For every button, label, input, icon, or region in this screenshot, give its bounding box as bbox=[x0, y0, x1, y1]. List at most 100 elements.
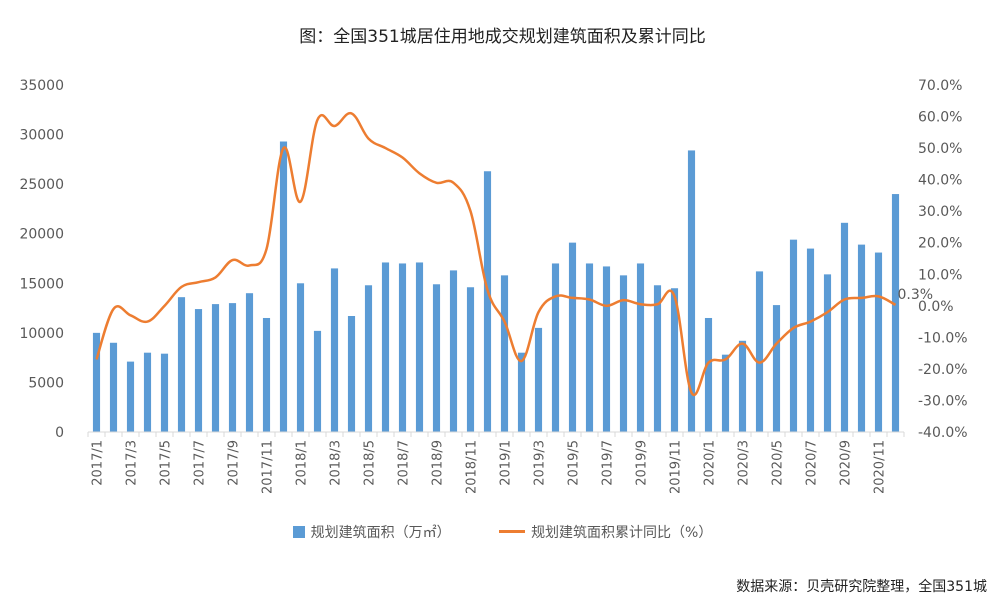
x-tick-label: 2020/7 bbox=[805, 440, 820, 486]
bar-2020/5 bbox=[772, 305, 781, 432]
bar-2017/3 bbox=[126, 361, 135, 432]
bar-2017/12 bbox=[279, 141, 288, 433]
legend-bar-swatch bbox=[292, 526, 305, 538]
left-tick-label: 15000 bbox=[19, 276, 64, 292]
legend-item-line: 规划建筑面积累计同比（%） bbox=[499, 522, 712, 542]
bar-2019/7 bbox=[602, 266, 611, 432]
x-tick-label: 2017/3 bbox=[125, 440, 140, 486]
right-tick-label: -40.0% bbox=[918, 425, 968, 441]
x-tick-label: 2020/11 bbox=[873, 440, 888, 494]
x-tick-label: 2018/5 bbox=[363, 440, 378, 486]
left-tick-label: 30000 bbox=[19, 128, 64, 144]
right-tick-label: -20.0% bbox=[918, 362, 968, 378]
bar-2018/8 bbox=[415, 262, 424, 432]
bar-2020/1 bbox=[704, 317, 713, 432]
chart-title: 图：全国351城居住用地成交规划建筑面积及累计同比 bbox=[299, 27, 706, 47]
bar-2019/12 bbox=[687, 150, 696, 433]
right-tick-label: 40.0% bbox=[918, 173, 962, 189]
bar-2017/1 bbox=[92, 332, 101, 432]
bar-2019/8 bbox=[619, 275, 628, 432]
bar-2019/6 bbox=[585, 263, 594, 432]
right-tick-label: -10.0% bbox=[918, 330, 968, 346]
right-tick-label: 30.0% bbox=[918, 204, 962, 220]
bar-2017/10 bbox=[245, 293, 254, 432]
bar-2020/9 bbox=[840, 222, 849, 432]
combo-chart: 0 5000 10000 15000 20000 25000 30000 35000 -40.… bbox=[19, 78, 968, 494]
bar-2018/3 bbox=[330, 268, 339, 432]
source-note: 数据来源：贝壳研究院整理，全国351城 bbox=[736, 579, 987, 595]
bar-2017/6 bbox=[177, 297, 186, 432]
left-tick-label: 35000 bbox=[19, 78, 64, 94]
bar-2018/5 bbox=[364, 285, 373, 432]
bar-2020/2 bbox=[721, 354, 730, 432]
right-axis-ticks: -40.0% -30.0% -20.0% -10.0% 0.0% 10.0% 20.0% 30… bbox=[918, 78, 968, 441]
x-tick-label: 2017/5 bbox=[159, 440, 174, 486]
x-tick-label: 2017/1 bbox=[91, 440, 106, 486]
bar-2017/9 bbox=[228, 303, 237, 432]
bar-2017/5 bbox=[160, 353, 169, 432]
bar-2019/5 bbox=[568, 242, 577, 432]
x-tick-label: 2017/9 bbox=[227, 440, 242, 486]
right-tick-label: 50.0% bbox=[918, 141, 962, 157]
bar-2017/2 bbox=[109, 342, 118, 432]
left-tick-label: 10000 bbox=[19, 326, 64, 342]
bar-2019/1 bbox=[500, 275, 509, 432]
left-tick-label: 25000 bbox=[19, 177, 64, 193]
left-tick-label: 0 bbox=[55, 425, 64, 441]
bar-2017/4 bbox=[143, 352, 152, 432]
bar-2019/3 bbox=[534, 327, 543, 432]
x-tick-label: 2019/5 bbox=[567, 440, 582, 486]
x-tick-label: 2017/7 bbox=[193, 440, 208, 486]
x-tick-label: 2018/11 bbox=[465, 440, 480, 494]
x-tick-label: 2020/1 bbox=[703, 440, 718, 486]
bar-2020/7 bbox=[806, 248, 815, 432]
x-axis-ticks: 2017/1 2017/3 2017/5 2017/7 2017/9 2017/11 201… bbox=[91, 440, 888, 494]
legend-line-swatch bbox=[499, 530, 526, 533]
x-tick-label: 2019/1 bbox=[499, 440, 514, 486]
left-tick-label: 20000 bbox=[19, 227, 64, 243]
last-point-label: 0.3% bbox=[898, 287, 934, 303]
line-series bbox=[95, 111, 897, 397]
left-axis-ticks: 0 5000 10000 15000 20000 25000 30000 35000 bbox=[19, 78, 64, 441]
right-tick-label: -30.0% bbox=[918, 393, 968, 409]
right-tick-label: 0.0% bbox=[918, 299, 954, 315]
x-tick-label: 2019/7 bbox=[601, 440, 616, 486]
bar-2018/12 bbox=[483, 171, 492, 433]
bar-2020/12 bbox=[891, 194, 900, 432]
x-tick-label: 2020/3 bbox=[737, 440, 752, 486]
x-tick-label: 2020/9 bbox=[839, 440, 854, 486]
legend-line-label: 规划建筑面积累计同比（%） bbox=[531, 525, 713, 541]
right-tick-label: 10.0% bbox=[918, 267, 962, 283]
x-tick-label: 2019/11 bbox=[669, 440, 684, 494]
legend-bar-label: 规划建筑面积（万㎡） bbox=[310, 525, 451, 541]
bar-2017/11 bbox=[262, 317, 271, 432]
bar-2020/3 bbox=[738, 340, 747, 432]
right-tick-label: 70.0% bbox=[918, 78, 962, 94]
bar-2020/10 bbox=[857, 244, 866, 432]
legend: 规划建筑面积（万㎡） 规划建筑面积累计同比（%） bbox=[0, 522, 1005, 542]
bar-2018/9 bbox=[432, 284, 441, 432]
x-tick-label: 2018/9 bbox=[431, 440, 446, 486]
x-tick-label: 2017/11 bbox=[261, 440, 276, 494]
bar-2019/4 bbox=[551, 263, 560, 432]
x-tick-label: 2019/9 bbox=[635, 440, 650, 486]
cumulative-yoy-line bbox=[95, 111, 897, 397]
left-tick-label: 5000 bbox=[28, 375, 64, 391]
x-tick-label: 2019/3 bbox=[533, 440, 548, 486]
bar-series bbox=[92, 141, 900, 433]
x-tick-label: 2018/7 bbox=[397, 440, 412, 486]
bar-2019/9 bbox=[636, 263, 645, 432]
bar-2020/4 bbox=[755, 271, 764, 432]
annotations: 0.3% bbox=[898, 287, 934, 303]
bar-2020/11 bbox=[874, 252, 883, 432]
bar-2018/10 bbox=[449, 270, 458, 432]
bar-2019/2 bbox=[517, 352, 526, 432]
right-tick-label: 60.0% bbox=[918, 110, 962, 126]
bar-2018/7 bbox=[398, 263, 407, 432]
bar-2017/8 bbox=[211, 304, 220, 432]
bar-2019/10 bbox=[653, 285, 662, 432]
axes bbox=[87, 431, 905, 437]
x-tick-label: 2018/3 bbox=[329, 440, 344, 486]
x-tick-label: 2018/1 bbox=[295, 440, 310, 486]
legend-item-bar: 规划建筑面积（万㎡） bbox=[292, 522, 451, 542]
